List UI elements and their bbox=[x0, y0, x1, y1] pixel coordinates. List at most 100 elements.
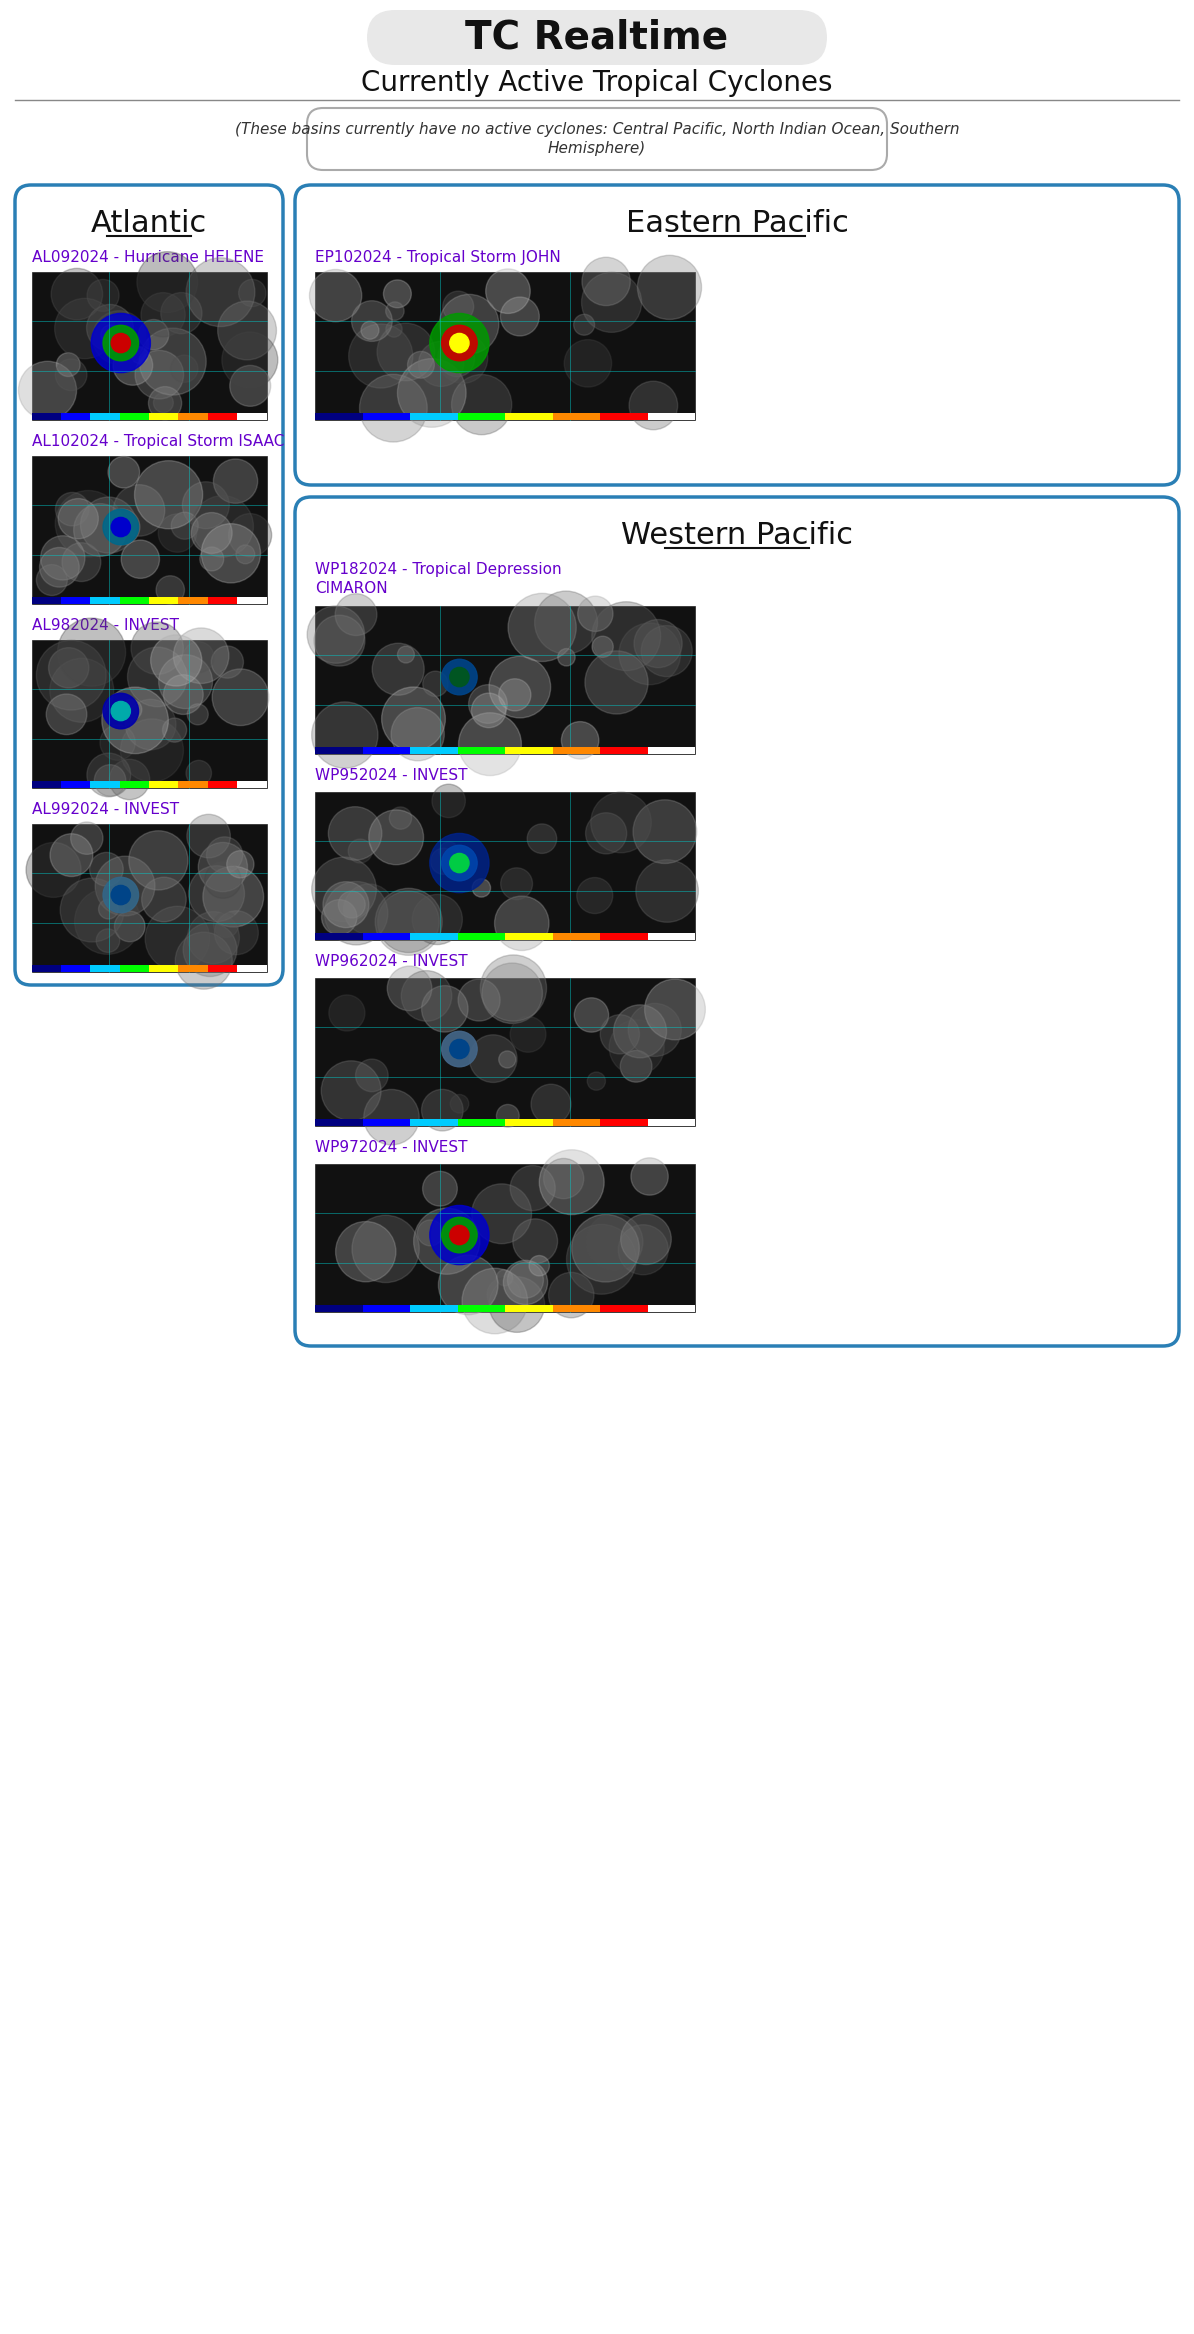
FancyBboxPatch shape bbox=[119, 782, 149, 789]
Circle shape bbox=[573, 315, 595, 336]
Circle shape bbox=[183, 481, 229, 530]
FancyBboxPatch shape bbox=[31, 824, 266, 971]
FancyBboxPatch shape bbox=[601, 747, 647, 754]
Circle shape bbox=[398, 647, 414, 663]
Circle shape bbox=[321, 899, 357, 936]
Circle shape bbox=[336, 593, 377, 635]
Circle shape bbox=[487, 1279, 521, 1312]
Circle shape bbox=[111, 334, 130, 352]
Circle shape bbox=[636, 859, 698, 922]
Circle shape bbox=[100, 324, 121, 345]
Circle shape bbox=[383, 280, 411, 308]
Circle shape bbox=[386, 320, 402, 336]
Circle shape bbox=[430, 1204, 490, 1265]
FancyBboxPatch shape bbox=[363, 1305, 410, 1312]
Circle shape bbox=[150, 635, 202, 686]
FancyBboxPatch shape bbox=[601, 1118, 647, 1125]
FancyBboxPatch shape bbox=[315, 607, 695, 754]
Circle shape bbox=[438, 1256, 498, 1314]
FancyBboxPatch shape bbox=[238, 413, 266, 420]
Circle shape bbox=[565, 341, 611, 387]
FancyBboxPatch shape bbox=[315, 1305, 363, 1312]
Circle shape bbox=[131, 621, 184, 675]
Circle shape bbox=[630, 1158, 669, 1195]
Circle shape bbox=[509, 593, 577, 661]
Circle shape bbox=[531, 1085, 571, 1125]
Circle shape bbox=[618, 623, 681, 684]
FancyBboxPatch shape bbox=[553, 747, 601, 754]
Circle shape bbox=[382, 686, 445, 752]
Circle shape bbox=[451, 373, 512, 434]
FancyBboxPatch shape bbox=[119, 598, 149, 605]
Circle shape bbox=[70, 822, 103, 854]
Circle shape bbox=[629, 380, 678, 429]
Circle shape bbox=[229, 366, 271, 406]
Circle shape bbox=[407, 352, 435, 378]
Circle shape bbox=[442, 658, 478, 696]
FancyBboxPatch shape bbox=[91, 598, 119, 605]
FancyBboxPatch shape bbox=[178, 964, 208, 971]
Circle shape bbox=[504, 1260, 548, 1305]
FancyBboxPatch shape bbox=[91, 964, 119, 971]
Circle shape bbox=[87, 303, 134, 350]
Circle shape bbox=[55, 299, 115, 359]
Circle shape bbox=[450, 1095, 469, 1113]
Circle shape bbox=[377, 892, 439, 952]
Circle shape bbox=[432, 784, 466, 817]
Circle shape bbox=[171, 511, 198, 539]
Circle shape bbox=[103, 324, 139, 362]
Circle shape bbox=[401, 971, 451, 1022]
Circle shape bbox=[543, 1158, 584, 1200]
Circle shape bbox=[91, 313, 150, 373]
Text: WP952024 - INVEST: WP952024 - INVEST bbox=[315, 768, 468, 782]
Circle shape bbox=[386, 301, 404, 320]
Circle shape bbox=[125, 700, 176, 749]
FancyBboxPatch shape bbox=[208, 782, 238, 789]
Text: WP182024 - Tropical Depression
CIMARON: WP182024 - Tropical Depression CIMARON bbox=[315, 562, 561, 595]
Circle shape bbox=[159, 513, 197, 553]
FancyBboxPatch shape bbox=[208, 598, 238, 605]
Circle shape bbox=[191, 513, 232, 553]
FancyBboxPatch shape bbox=[315, 413, 363, 420]
Circle shape bbox=[581, 273, 641, 331]
Circle shape bbox=[349, 840, 373, 864]
Circle shape bbox=[609, 1020, 664, 1076]
FancyBboxPatch shape bbox=[149, 964, 178, 971]
FancyBboxPatch shape bbox=[119, 964, 149, 971]
FancyBboxPatch shape bbox=[91, 782, 119, 789]
FancyBboxPatch shape bbox=[601, 1305, 647, 1312]
Circle shape bbox=[186, 257, 254, 327]
Circle shape bbox=[497, 1270, 512, 1286]
Circle shape bbox=[228, 513, 271, 555]
Circle shape bbox=[321, 1062, 381, 1120]
FancyBboxPatch shape bbox=[295, 184, 1178, 485]
Circle shape bbox=[540, 1151, 604, 1214]
Circle shape bbox=[215, 910, 258, 955]
Circle shape bbox=[211, 647, 244, 679]
Circle shape bbox=[171, 355, 198, 383]
Circle shape bbox=[614, 1006, 666, 1057]
FancyBboxPatch shape bbox=[295, 497, 1178, 1347]
FancyBboxPatch shape bbox=[149, 413, 178, 420]
Text: AL092024 - Hurricane HELENE: AL092024 - Hurricane HELENE bbox=[31, 250, 264, 266]
Circle shape bbox=[577, 878, 613, 913]
Text: TC Realtime: TC Realtime bbox=[466, 19, 728, 56]
FancyBboxPatch shape bbox=[410, 1305, 457, 1312]
FancyBboxPatch shape bbox=[363, 934, 410, 941]
Text: EP102024 - Tropical Storm JOHN: EP102024 - Tropical Storm JOHN bbox=[315, 250, 561, 266]
Circle shape bbox=[510, 1165, 555, 1211]
Circle shape bbox=[113, 345, 153, 385]
Circle shape bbox=[430, 313, 490, 373]
FancyBboxPatch shape bbox=[457, 413, 505, 420]
Circle shape bbox=[62, 544, 100, 581]
Circle shape bbox=[198, 843, 247, 892]
FancyBboxPatch shape bbox=[457, 1118, 505, 1125]
FancyBboxPatch shape bbox=[315, 978, 695, 1125]
Circle shape bbox=[548, 1272, 593, 1319]
FancyBboxPatch shape bbox=[505, 934, 553, 941]
Circle shape bbox=[55, 359, 87, 390]
Circle shape bbox=[421, 985, 468, 1032]
FancyBboxPatch shape bbox=[601, 413, 647, 420]
FancyBboxPatch shape bbox=[31, 413, 61, 420]
Circle shape bbox=[227, 850, 254, 878]
